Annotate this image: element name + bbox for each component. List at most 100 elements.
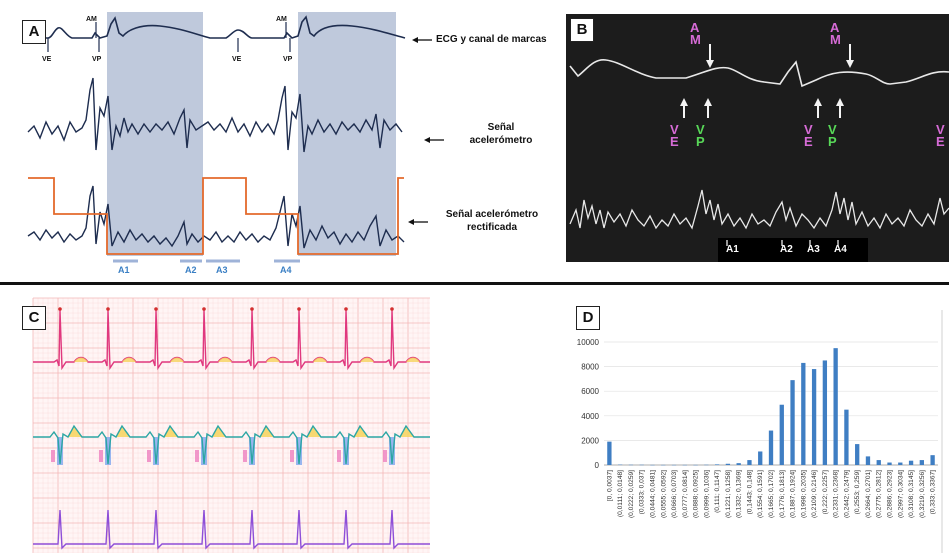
r-peak-marker: [106, 307, 110, 311]
histogram-bar: [790, 380, 795, 465]
marker-ve-1: VE: [42, 56, 52, 63]
ecg-lead-2: [33, 424, 430, 465]
b-marker-am-1-bottom: M: [690, 32, 701, 47]
subinterval-a4: A4: [280, 265, 292, 275]
b-marker-vp-1-bottom: P: [696, 134, 705, 149]
histogram-bar: [779, 404, 784, 465]
t-wave-fill-lead2: [164, 426, 178, 437]
marker-fill-lead2: [243, 450, 247, 462]
x-tick-label: (0,1221; 0,1258]: [725, 470, 732, 518]
b-marker-ve-3: V E: [936, 122, 945, 149]
accelerometer-trace: [27, 77, 403, 153]
t-wave-fill-lead2: [212, 426, 226, 437]
x-tick-label: (0,2109; 0,2146]: [811, 470, 818, 518]
qrs-fill-lead2: [201, 437, 207, 465]
panel-label-a: A: [22, 20, 46, 44]
histogram-chart: 0 2000 4000 6000 8000 10000 [0, 0,0037] (0,0111…: [560, 292, 949, 553]
marker-fill-lead2: [383, 450, 387, 462]
subinterval-a1: A1: [118, 265, 130, 275]
qrs-fill-lead2: [389, 437, 395, 465]
acc-arrowhead: [424, 137, 430, 143]
x-tick-label: (0,0222; 0,0259]: [628, 470, 635, 518]
x-tick-label: (0,2775; 0,2812]: [876, 470, 883, 518]
monitor-ecg-trace: [569, 59, 949, 88]
x-tick-label: (0,2886; 0,2923]: [887, 470, 894, 518]
qrs-fill-lead2: [296, 437, 302, 465]
x-tick-label: (0,1332; 0,1369]: [736, 470, 743, 518]
t-wave-fill-lead2: [116, 426, 130, 437]
marker-am-1: AM: [86, 16, 97, 23]
panel-c: C: [0, 292, 440, 553]
ecg-arrowhead: [412, 37, 418, 43]
marker-fill-lead2: [99, 450, 103, 462]
marker-am-2: AM: [276, 16, 287, 23]
label-rect-line1: Señal acelerómetro: [445, 209, 539, 220]
monitor-accelerometer-trace: [569, 189, 949, 230]
ecg-lead-3: [33, 509, 430, 550]
marker-fill-lead2: [51, 450, 55, 462]
qrs-fill-lead2: [105, 437, 111, 465]
x-tick-label: (0,1776; 0,1813]: [779, 470, 786, 518]
shaded-region-2: [298, 12, 396, 256]
panel-a-graphic: [27, 12, 444, 263]
rectified-trace: [27, 185, 405, 249]
ecg-trace: [30, 15, 406, 39]
y-tick-label: 4000: [581, 412, 599, 421]
b-marker-ve-3-bottom: E: [936, 134, 945, 149]
b-marker-am-2-bottom: M: [830, 32, 841, 47]
marker-fill-lead2: [195, 450, 199, 462]
x-tick-label: (0,1443; 0,148]: [746, 470, 753, 515]
x-tick-label: (0,0777; 0,0814]: [682, 470, 689, 518]
y-tick-label: 10000: [577, 338, 600, 347]
x-tick-label: (0,222; 0,2257]: [822, 470, 829, 515]
subinterval-a3: A3: [216, 265, 228, 275]
histogram-bar: [768, 430, 774, 465]
histogram-bar: [876, 460, 881, 465]
b-marker-ve-2-bottom: E: [804, 134, 813, 149]
marker-fill-lead2: [290, 450, 294, 462]
histogram-bar: [811, 369, 817, 465]
x-tick-label: (0,0333; 0,037]: [639, 470, 646, 515]
x-tick-label: (0,0555; 0,0592]: [660, 470, 667, 518]
panel-a: A AM VE VP AM VE VP ECG y canal de marca…: [0, 0, 560, 282]
histogram-bar: [887, 462, 892, 465]
histogram-bar: [801, 362, 806, 465]
label-ecg: ECG y canal de marcas: [436, 34, 547, 45]
b-marker-vp-1: V P: [696, 122, 705, 149]
r-peak-marker: [202, 307, 206, 311]
t-wave-fill-lead1: [313, 357, 327, 362]
y-tick-label: 8000: [581, 363, 599, 372]
panel-label-c: C: [22, 306, 46, 330]
b-marker-vp-2-bottom: P: [828, 134, 837, 149]
histogram-bar: [758, 451, 763, 465]
r-peak-marker: [390, 307, 394, 311]
x-tick-label: (0,333; 0,3367]: [930, 470, 937, 515]
x-tick-label: (0,2553; 0,259]: [854, 470, 861, 515]
histogram-bar: [855, 444, 860, 465]
b-marker-vp-2: V P: [828, 123, 837, 149]
t-wave-fill-lead1: [122, 357, 136, 362]
panel-divider: [0, 282, 949, 285]
t-wave-fill-lead2: [68, 426, 82, 437]
label-acc-line1: Señal: [487, 122, 515, 133]
b-marker-vp-1-top: V: [696, 122, 705, 137]
histogram-bar: [919, 460, 924, 465]
b-subinterval-a3: A3: [807, 244, 820, 255]
histogram-bar: [607, 441, 612, 465]
x-tick-label: (0,0666; 0,0703]: [671, 470, 678, 518]
histogram-bar: [898, 462, 903, 465]
panel-c-graphic: [32, 297, 430, 553]
b-marker-ve-1-bottom: E: [670, 134, 679, 149]
x-tick-label: (0,0999; 0,1036]: [703, 470, 710, 518]
panel-label-b: B: [570, 18, 594, 42]
histogram-bar: [844, 409, 849, 465]
t-wave-fill-lead1: [218, 357, 232, 362]
x-tick-label: (0,3108; 0,3145]: [908, 470, 915, 518]
histogram-bar: [747, 460, 752, 465]
b-marker-ve-3-top: V: [936, 122, 945, 137]
panel-b: B A M A M V E V P V E V P V E A1 A2 A3 A…: [566, 14, 949, 262]
t-wave-fill-lead2: [354, 426, 368, 437]
x-tick-label: (0,2442; 0,2479]: [843, 470, 850, 518]
r-peak-marker: [58, 307, 62, 311]
x-tick-label: (0,3219; 0,3256]: [919, 470, 926, 518]
